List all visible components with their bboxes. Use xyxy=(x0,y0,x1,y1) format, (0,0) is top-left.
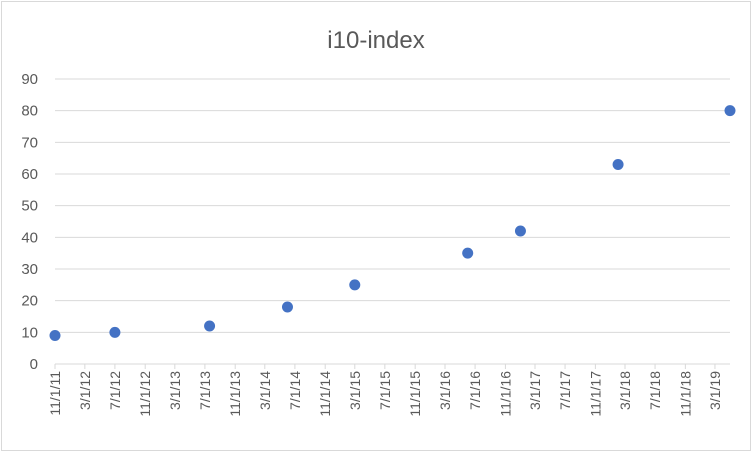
chart-title: i10-index xyxy=(327,27,424,54)
data-point xyxy=(49,330,61,341)
x-tick-label: 7/1/13 xyxy=(197,371,213,410)
y-tick-label: 90 xyxy=(21,71,38,88)
y-tick-label: 10 xyxy=(21,324,38,341)
y-tick-label: 60 xyxy=(21,166,38,183)
x-tick-label: 11/1/12 xyxy=(137,371,153,417)
x-tick-label: 11/1/13 xyxy=(227,371,243,417)
data-point xyxy=(281,301,293,313)
x-tick-label: 3/1/17 xyxy=(527,371,543,410)
data-point xyxy=(462,247,474,259)
x-tick-label: 7/1/17 xyxy=(557,371,573,410)
y-tick-label: 80 xyxy=(21,103,38,120)
data-point xyxy=(349,279,361,291)
x-tick-label: 7/1/15 xyxy=(377,371,393,410)
data-point xyxy=(204,320,216,332)
data-points xyxy=(49,105,736,341)
x-tick-label: 3/1/15 xyxy=(347,371,363,410)
x-tick-label: 3/1/13 xyxy=(167,371,183,410)
x-tick-label: 11/1/15 xyxy=(407,371,423,417)
data-point xyxy=(109,326,121,338)
x-tick-label: 11/1/16 xyxy=(497,371,513,417)
data-point xyxy=(724,105,736,117)
data-point xyxy=(514,225,526,237)
x-tick-label: 7/1/14 xyxy=(287,371,303,410)
x-tick-label: 11/1/14 xyxy=(317,371,333,417)
x-tick-label: 7/1/12 xyxy=(107,371,123,410)
x-tick-label: 11/1/17 xyxy=(587,371,603,417)
y-tick-label: 50 xyxy=(21,198,38,215)
y-tick-label: 30 xyxy=(21,261,38,278)
y-tick-label: 70 xyxy=(21,134,38,151)
gridlines xyxy=(55,78,730,365)
x-tick-label: 11/1/18 xyxy=(677,371,693,417)
x-tick-label: 3/1/18 xyxy=(617,371,633,410)
x-tick-label: 3/1/16 xyxy=(437,371,453,410)
x-axis-ticks: 11/1/11 3/1/12 7/1/12 11/1/12 3/1/13 7/1/13 11… xyxy=(47,364,723,417)
x-tick-label: 3/1/14 xyxy=(257,371,273,410)
data-point xyxy=(612,159,624,170)
x-tick-label: 3/1/19 xyxy=(707,371,723,410)
x-tick-label: 3/1/12 xyxy=(77,371,93,410)
y-tick-label: 0 xyxy=(30,356,38,373)
x-tick-label: 11/1/11 xyxy=(47,371,63,416)
x-tick-label: 7/1/16 xyxy=(467,371,483,410)
x-tick-label: 7/1/18 xyxy=(647,371,663,410)
y-tick-label: 20 xyxy=(21,293,38,310)
y-axis-ticks: 0 10 20 30 40 50 60 70 80 90 xyxy=(21,71,38,373)
y-tick-label: 40 xyxy=(21,229,38,246)
